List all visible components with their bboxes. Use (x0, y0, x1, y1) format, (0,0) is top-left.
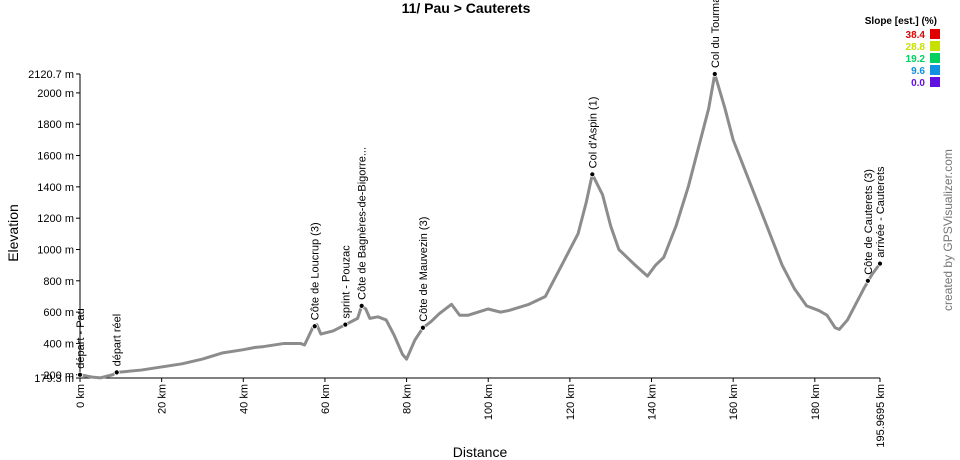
y-tick-label: 800 m (43, 276, 74, 288)
waypoint (420, 324, 426, 331)
x-tick-label: 140 km (647, 384, 659, 420)
waypoint-label: Côte de Mauvezin (3) (418, 217, 430, 322)
y-tick-label: 1000 m (37, 244, 74, 256)
legend-title: Slope [est.] (%) (865, 16, 937, 27)
waypoint-label: sprint - Pouzac (340, 245, 352, 319)
waypoint-label: Côte de Loucrup (3) (310, 222, 322, 320)
legend-swatch (930, 53, 940, 63)
legend-swatch (930, 29, 940, 39)
elevation-line (79, 72, 882, 380)
x-tick-label: 20 km (157, 384, 169, 414)
waypoint (77, 371, 83, 378)
x-tick-label: 180 km (810, 384, 822, 420)
waypoint-label: Col d'Aspin (1) (587, 97, 599, 169)
y-tick-label: 200 m (43, 370, 74, 382)
x-tick-label: 160 km (728, 384, 740, 420)
x-tick-label: 195.9695 km (875, 384, 887, 448)
x-tick-label: 0 km (75, 384, 87, 408)
waypoint (342, 321, 349, 328)
legend-swatch (930, 65, 940, 75)
legend-label: 38.4 (906, 30, 926, 41)
y-tick-label: 2000 m (37, 88, 74, 100)
y-tick-label: 1600 m (37, 151, 74, 163)
y-tick-label: 600 m (43, 307, 74, 319)
y-tick-label: 179.3 m (34, 373, 74, 385)
y-tick-label: 1200 m (37, 213, 74, 225)
chart-title: 11/ Pau > Cauterets (402, 0, 531, 16)
waypoint (711, 71, 718, 77)
legend-label: 28.8 (906, 42, 926, 53)
x-tick-label: 100 km (483, 384, 495, 420)
waypoint-label: Côte de Bagnères-de-Bigorre... (357, 147, 369, 300)
legend-label: 0.0 (911, 78, 925, 89)
waypoint (311, 323, 318, 330)
waypoint-label: départ - Pau (75, 308, 87, 369)
legend-swatch (930, 41, 940, 51)
legend-label: 19.2 (906, 54, 926, 65)
waypoint (877, 260, 883, 267)
waypoint-label: départ réel (112, 314, 124, 367)
waypoint-label: arrivée - Cauterets (875, 166, 887, 258)
x-tick-label: 120 km (565, 384, 577, 420)
y-tick-label: 1800 m (37, 119, 74, 131)
waypoint (358, 302, 365, 309)
waypoint (113, 369, 120, 376)
legend-label: 9.6 (911, 66, 925, 77)
x-tick-label: 40 km (238, 384, 250, 414)
y-tick-label: 2120.7 m (28, 69, 74, 81)
x-tick-label: 60 km (320, 384, 332, 414)
legend-swatch (930, 77, 940, 87)
x-tick-label: 80 km (402, 384, 414, 414)
y-tick-label: 1400 m (37, 182, 74, 194)
waypoint-label: Côte de Cauterets (3) (863, 169, 875, 275)
credit: created by GPSVisualizer.com (941, 149, 955, 311)
waypoint-label: Col du Tourmalet (710, 0, 722, 68)
waypoint (589, 171, 596, 178)
y-axis-label: Elevation (5, 204, 21, 262)
y-tick-label: 400 m (43, 338, 74, 350)
waypoint (864, 277, 871, 284)
x-axis-label: Distance (453, 444, 508, 460)
